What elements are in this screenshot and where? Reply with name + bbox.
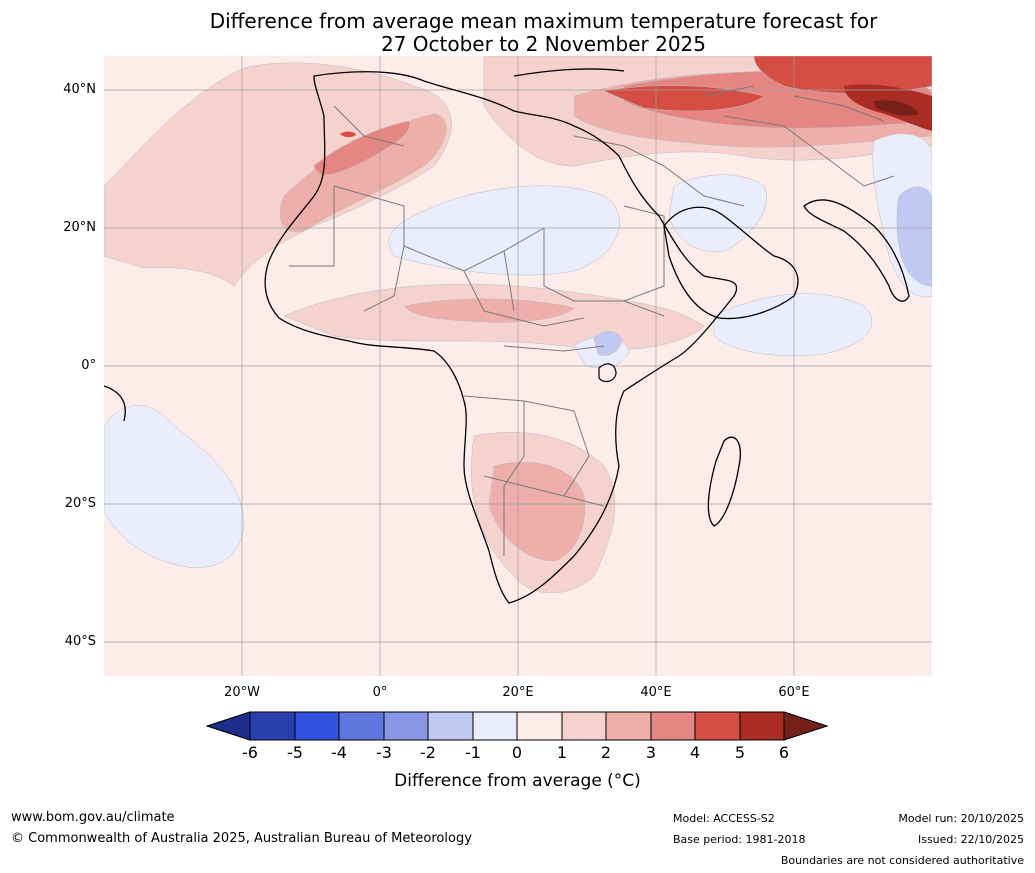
colorbar-label: -3 xyxy=(376,743,392,762)
anomaly-region-morocco-core xyxy=(313,120,411,175)
colorbar-label: -2 xyxy=(420,743,436,762)
lat-tick-40n: 40°N xyxy=(63,82,96,97)
colorbar-extend-high xyxy=(783,711,828,741)
colorbar-bin xyxy=(472,711,518,741)
colorbar-label: -1 xyxy=(465,743,481,762)
anomaly-region-east-africa-cooler xyxy=(593,331,623,356)
footer-model: Model: ACCESS-S2 xyxy=(673,812,775,825)
lon-tick-20e: 20°E xyxy=(502,685,534,700)
footer-disclaimer: Boundaries are not considered authoritat… xyxy=(780,854,1024,867)
colorbar-label: 4 xyxy=(689,743,701,762)
anomaly-region-northwest-africa xyxy=(104,62,452,287)
coastlines xyxy=(104,68,910,604)
map-title-line-1: Difference from average mean maximum tem… xyxy=(209,9,878,33)
lat-tick-40s: 40°S xyxy=(64,634,96,649)
colorbar-bin xyxy=(516,711,563,741)
anomaly-region-indian-ocean-cool xyxy=(713,293,872,357)
lon-tick-40e: 40°E xyxy=(640,685,672,700)
anomaly-region-sahara-cool xyxy=(388,185,620,276)
colorbar-label: 1 xyxy=(556,743,568,762)
anomaly-region-sahel-high xyxy=(403,298,575,323)
colorbar-label: 6 xyxy=(778,743,790,762)
colorbar-label: 5 xyxy=(734,743,746,762)
anomaly-region-south-atlantic-cool xyxy=(104,405,245,568)
colorbar-bin xyxy=(383,711,429,741)
colorbar-bin xyxy=(561,711,607,741)
colorbar-extend-low xyxy=(206,711,251,741)
forecast-map xyxy=(104,56,932,676)
anomaly-region-himalaya-extreme xyxy=(874,100,919,116)
colorbar-bin xyxy=(427,711,474,741)
anomaly-region-arabia-cool xyxy=(668,174,767,253)
colorbar xyxy=(206,711,828,741)
colorbar-label: -4 xyxy=(331,743,347,762)
lat-tick-20n: 20°N xyxy=(63,220,96,235)
colorbar-bin xyxy=(694,711,741,741)
colorbar-label: 0 xyxy=(511,743,523,762)
colorbar-bin xyxy=(650,711,696,741)
footer-copyright: © Commonwealth of Australia 2025, Austra… xyxy=(11,831,472,846)
footer-issued: Issued: 22/10/2025 xyxy=(917,833,1024,846)
footer-model-run: Model run: 20/10/2025 xyxy=(898,812,1024,825)
anomaly-region-india-cooler xyxy=(896,186,932,287)
lat-tick-20s: 20°S xyxy=(64,496,96,511)
anomaly-region-southern-africa-high xyxy=(488,462,586,562)
lon-tick-60e: 60°E xyxy=(778,685,810,700)
colorbar-bin xyxy=(294,711,340,741)
colorbar-label: 3 xyxy=(645,743,657,762)
colorbar-bin xyxy=(338,711,385,741)
footer-base-period: Base period: 1981-2018 xyxy=(673,833,806,846)
map-canvas xyxy=(104,56,932,676)
colorbar-label: 2 xyxy=(600,743,612,762)
footer-website: www.bom.gov.au/climate xyxy=(11,810,175,825)
graticule xyxy=(104,56,932,676)
colorbar-bin xyxy=(739,711,785,741)
colorbar-label: -6 xyxy=(242,743,258,762)
anomaly-region-central-asia-max xyxy=(753,56,932,94)
anomaly-region-morocco-spot xyxy=(340,131,356,138)
colorbar-bin xyxy=(249,711,296,741)
country-borders xyxy=(289,85,895,556)
lon-tick-20w: 20°W xyxy=(224,685,260,700)
colorbar-label: -5 xyxy=(287,743,303,762)
colorbar-title: Difference from average (°C) xyxy=(394,771,641,791)
lake-victoria xyxy=(598,363,617,383)
map-title-line-2: 27 October to 2 November 2025 xyxy=(380,32,707,56)
lon-tick-0: 0° xyxy=(372,685,388,700)
lat-tick-0: 0° xyxy=(81,358,96,373)
colorbar-bin xyxy=(605,711,652,741)
